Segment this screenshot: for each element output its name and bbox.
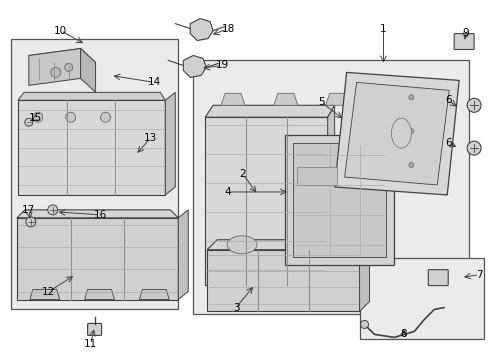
Ellipse shape bbox=[311, 236, 341, 254]
Circle shape bbox=[33, 112, 42, 122]
Polygon shape bbox=[29, 49, 81, 85]
Text: 19: 19 bbox=[215, 60, 228, 71]
Circle shape bbox=[48, 205, 58, 215]
Text: 15: 15 bbox=[29, 113, 42, 123]
FancyBboxPatch shape bbox=[427, 270, 447, 285]
Circle shape bbox=[408, 95, 413, 100]
Text: 6: 6 bbox=[444, 138, 450, 148]
Bar bbox=[11, 39, 178, 310]
Polygon shape bbox=[221, 93, 244, 105]
Polygon shape bbox=[334, 72, 458, 195]
Text: 1: 1 bbox=[379, 24, 386, 33]
Text: 7: 7 bbox=[475, 270, 482, 280]
Text: 2: 2 bbox=[239, 169, 246, 179]
Polygon shape bbox=[17, 218, 178, 300]
Circle shape bbox=[360, 320, 368, 328]
Polygon shape bbox=[359, 240, 369, 311]
Circle shape bbox=[65, 112, 76, 122]
Circle shape bbox=[466, 98, 480, 112]
Polygon shape bbox=[190, 19, 213, 41]
Text: 13: 13 bbox=[143, 133, 157, 143]
Text: 3: 3 bbox=[232, 302, 239, 312]
Ellipse shape bbox=[226, 236, 256, 254]
Polygon shape bbox=[344, 82, 448, 185]
FancyBboxPatch shape bbox=[87, 323, 102, 336]
Polygon shape bbox=[17, 210, 178, 218]
Circle shape bbox=[408, 163, 413, 167]
Circle shape bbox=[101, 112, 110, 122]
Polygon shape bbox=[165, 92, 175, 195]
Text: 5: 5 bbox=[318, 97, 325, 107]
Circle shape bbox=[25, 118, 33, 126]
Polygon shape bbox=[207, 240, 369, 250]
Text: 6: 6 bbox=[444, 95, 450, 105]
Polygon shape bbox=[327, 105, 334, 285]
Text: 12: 12 bbox=[42, 287, 55, 297]
Text: 17: 17 bbox=[22, 205, 36, 215]
Polygon shape bbox=[30, 289, 60, 300]
Polygon shape bbox=[18, 92, 165, 100]
Polygon shape bbox=[29, 49, 95, 69]
Bar bbox=[359, 258, 483, 339]
Text: 9: 9 bbox=[462, 28, 468, 37]
Polygon shape bbox=[183, 55, 206, 77]
Polygon shape bbox=[205, 117, 327, 285]
FancyBboxPatch shape bbox=[453, 33, 473, 50]
Circle shape bbox=[26, 217, 36, 227]
Circle shape bbox=[51, 67, 61, 77]
Polygon shape bbox=[273, 93, 297, 105]
Text: 16: 16 bbox=[94, 210, 107, 220]
Circle shape bbox=[408, 129, 413, 134]
Polygon shape bbox=[84, 289, 114, 300]
Bar bbox=[296, 167, 336, 185]
Text: 4: 4 bbox=[224, 187, 231, 197]
Polygon shape bbox=[81, 49, 95, 92]
Bar bbox=[193, 60, 468, 315]
Polygon shape bbox=[205, 105, 334, 117]
Circle shape bbox=[466, 141, 480, 155]
Polygon shape bbox=[285, 135, 394, 265]
Text: 8: 8 bbox=[399, 329, 406, 339]
Text: 14: 14 bbox=[147, 77, 161, 87]
Polygon shape bbox=[178, 210, 188, 300]
Polygon shape bbox=[325, 93, 349, 105]
Polygon shape bbox=[139, 289, 169, 300]
Circle shape bbox=[64, 63, 73, 71]
Polygon shape bbox=[207, 250, 359, 311]
Text: 18: 18 bbox=[221, 24, 234, 33]
Polygon shape bbox=[18, 100, 165, 195]
Polygon shape bbox=[292, 143, 386, 257]
Text: 11: 11 bbox=[84, 339, 97, 349]
Text: 10: 10 bbox=[54, 26, 67, 36]
Ellipse shape bbox=[390, 118, 410, 148]
